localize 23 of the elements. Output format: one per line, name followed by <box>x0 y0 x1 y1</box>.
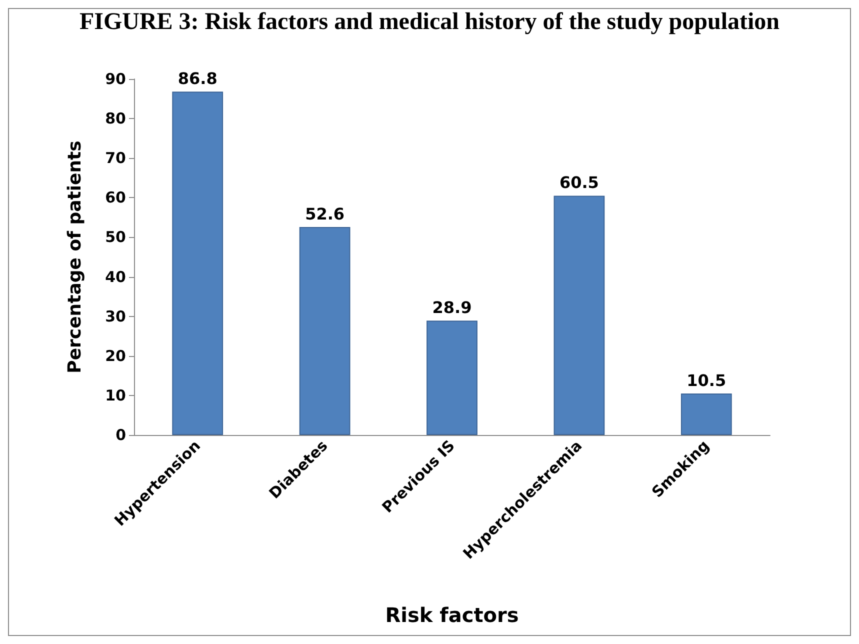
data-label: 10.5 <box>686 370 726 390</box>
data-label: 52.6 <box>305 204 345 224</box>
y-tick-label: 40 <box>105 268 126 286</box>
y-tick-label: 30 <box>105 307 126 326</box>
data-label: 28.9 <box>432 298 472 318</box>
x-axis-title: Risk factors <box>385 603 519 627</box>
y-tick-label: 60 <box>105 188 126 207</box>
bar <box>554 196 605 435</box>
y-tick-label: 90 <box>105 70 126 88</box>
y-tick-label: 0 <box>116 426 126 444</box>
chart-title: FIGURE 3: Risk factors and medical history of the study population <box>79 9 780 35</box>
y-axis-title: Percentage of patients <box>64 140 86 374</box>
bar <box>299 226 350 435</box>
bar <box>680 393 732 435</box>
bar <box>426 320 478 435</box>
y-tick-label: 10 <box>105 386 126 404</box>
data-label: 86.8 <box>178 69 218 88</box>
y-tick-label: 70 <box>105 149 126 168</box>
bar <box>172 92 224 435</box>
y-tick-label: 50 <box>105 228 126 246</box>
y-tick-label: 20 <box>105 346 126 365</box>
data-label: 60.5 <box>559 173 599 192</box>
y-tick-label: 80 <box>105 110 126 128</box>
